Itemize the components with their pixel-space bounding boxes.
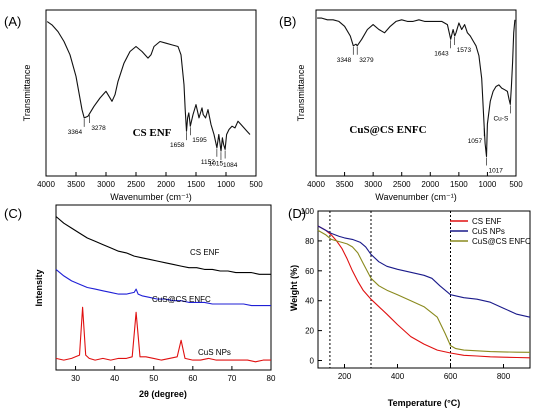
panel-a-peak-label-1084: 1084 (223, 162, 238, 169)
panel-a-frame (45, 9, 257, 177)
panel-d-ytick-80: 80 (305, 237, 314, 246)
panel-d-series-cus-nps (317, 225, 531, 318)
panel-a-peak-label-1595: 1595 (192, 137, 207, 144)
panel-d-ytick-0: 0 (310, 357, 315, 366)
panel-d-ytick-20: 20 (305, 327, 314, 336)
panel-a-x-ticks: 4000 3500 3000 2500 2000 1500 1000 500 (37, 172, 263, 189)
panel-d-ylabel: Weight (%) (289, 265, 299, 311)
panel-d-xtick-200: 200 (338, 372, 352, 381)
panel-b-xtick-1500: 1500 (450, 180, 468, 189)
panel-b-peak-label-cu-s: Cu-S (493, 115, 508, 122)
panel-b-frame (315, 9, 517, 177)
panel-b: (B) Transmittance Wavenumber (cm⁻¹) CuS@… (279, 9, 523, 202)
panel-b-series (317, 17, 516, 158)
panel-d-reference-lines (329, 211, 451, 368)
panel-d-ticks: 200 400 600 800 0 20 40 60 80 100 (301, 207, 511, 381)
panel-b-label: (B) (279, 14, 296, 29)
panel-a-title: CS ENF (133, 127, 172, 139)
panel-b-peak-labels: 3348 3279 1643 1573 1057 1017 Cu-S (337, 37, 511, 174)
panel-c-ylabel: Intensity (34, 269, 44, 306)
panel-c-xtick-70: 70 (227, 374, 236, 383)
panel-c-series-cs-enf (55, 216, 271, 275)
panel-b-series-spectrum-0 (317, 17, 516, 158)
panel-a-peak-label-1658: 1658 (170, 142, 185, 149)
panel-d-label: (D) (288, 206, 306, 221)
panel-a-xtick-2000: 2000 (157, 180, 175, 189)
panel-a-xtick-1500: 1500 (187, 180, 205, 189)
panel-a: (A) Transmittance Wavenumber (cm⁻¹) CS E… (4, 9, 263, 202)
panel-a-xlabel: Wavenumber (cm⁻¹) (110, 192, 191, 202)
panel-d-frame (317, 210, 531, 369)
panel-a-series (46, 21, 251, 152)
panel-b-xtick-2000: 2000 (421, 180, 439, 189)
panel-a-peak-label-1015: 1015 (209, 160, 224, 167)
panel-d-ytick-60: 60 (305, 267, 314, 276)
panel-d-legend-label-cus-cs-enfc: CuS@CS ENFC (472, 237, 531, 246)
panel-b-peak-label-3279: 3279 (359, 57, 374, 64)
panel-a-xtick-3000: 3000 (97, 180, 115, 189)
panel-b-xtick-3000: 3000 (364, 180, 382, 189)
panel-a-peak-label-1152: 1152 (201, 159, 215, 166)
panel-a-series-spectrum-0 (46, 21, 251, 152)
panel-b-peak-label-1573: 1573 (457, 47, 472, 54)
panel-d-legend-label-cus-nps: CuS NPs (472, 227, 505, 236)
panel-d-legend-label-cs-enf: CS ENF (472, 217, 501, 226)
panel-a-xtick-500: 500 (249, 180, 263, 189)
panel-b-xlabel: Wavenumber (cm⁻¹) (375, 192, 456, 202)
panel-b-xtick-4000: 4000 (307, 180, 325, 189)
panel-c-xtick-60: 60 (188, 374, 197, 383)
panel-c-xtick-30: 30 (71, 374, 80, 383)
panel-d-xtick-600: 600 (444, 372, 458, 381)
panel-c-xtick-50: 50 (149, 374, 158, 383)
panel-c-series-label-cs-enf: CS ENF (190, 248, 219, 257)
panel-b-x-ticks: 4000 3500 3000 2500 2000 1500 1000 500 (307, 172, 523, 189)
panel-c: (C) Intensity 2θ (degree) 30 40 50 60 70 80 C… (4, 204, 276, 399)
panel-d-series-cs-enf (317, 225, 531, 359)
panel-b-title: CuS@CS ENFC (349, 124, 426, 136)
panel-c-frame (55, 204, 272, 371)
panel-b-xtick-3500: 3500 (336, 180, 354, 189)
panel-b-xtick-500: 500 (509, 180, 523, 189)
panel-d-ytick-40: 40 (305, 297, 314, 306)
panel-c-series (55, 216, 271, 363)
panel-d-xtick-800: 800 (497, 372, 511, 381)
panel-c-x-ticks: 30 40 50 60 70 80 (71, 366, 276, 383)
panel-b-ylabel: Transmittance (296, 65, 306, 122)
panel-c-xtick-80: 80 (267, 374, 276, 383)
panel-a-xtick-3500: 3500 (67, 180, 85, 189)
panel-b-xtick-2500: 2500 (393, 180, 411, 189)
panel-a-xtick-2500: 2500 (127, 180, 145, 189)
panel-d-ytick-100: 100 (301, 207, 315, 216)
panel-c-xlabel: 2θ (degree) (139, 389, 187, 399)
panel-d-xtick-400: 400 (391, 372, 405, 381)
panel-c-label: (C) (4, 206, 22, 221)
panel-c-series-cus-cs-enfc (55, 268, 271, 307)
panel-d-series-cus-cs-enfc (317, 229, 531, 353)
panel-c-series-label-cus-cs-enfc: CuS@CS ENFC (152, 295, 211, 304)
panel-b-peak-label-1017: 1017 (488, 167, 503, 174)
panel-b-peak-label-1057: 1057 (468, 138, 483, 145)
panel-b-peak-label-3348: 3348 (337, 57, 352, 64)
panel-d-xlabel: Temperature (°C) (388, 398, 460, 408)
panel-c-series-cus-nps (55, 306, 271, 363)
panel-d: (D) Weight (%) Temperature (°C) 200 400 60… (288, 206, 531, 408)
panel-a-peak-label-3364: 3364 (68, 129, 83, 136)
panel-b-peak-label-1643: 1643 (434, 50, 449, 57)
panel-a-peak-label-3278: 3278 (91, 125, 106, 132)
panel-c-series-label-cus-nps: CuS NPs (198, 348, 231, 357)
panel-b-xtick-1000: 1000 (479, 180, 497, 189)
panel-d-series (317, 225, 531, 359)
panel-c-xtick-40: 40 (110, 374, 119, 383)
panel-a-xtick-1000: 1000 (217, 180, 235, 189)
panel-a-xtick-4000: 4000 (37, 180, 55, 189)
panel-a-label: (A) (4, 14, 21, 29)
panel-a-ylabel: Transmittance (22, 65, 32, 122)
